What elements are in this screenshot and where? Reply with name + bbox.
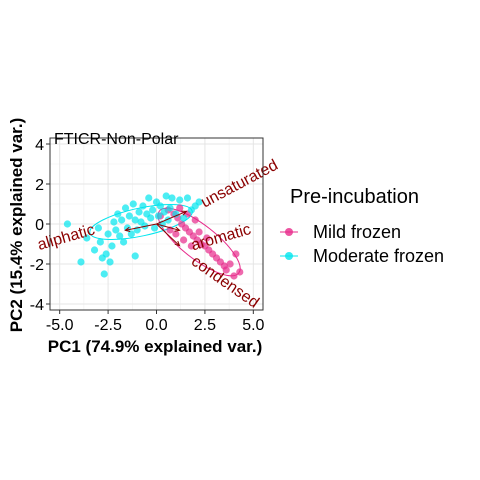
y-axis-title: PC2 (15.4% explained var.)	[7, 118, 26, 333]
x-axis-title: PC1 (74.9% explained var.)	[48, 337, 263, 356]
data-point-mild-frozen	[180, 236, 188, 244]
y-tick-label: -4	[30, 297, 44, 314]
legend-items: Mild frozen Moderate frozen	[280, 222, 444, 266]
x-tick-label: 5.0	[242, 317, 264, 334]
data-point-moderate-frozen	[63, 220, 72, 228]
data-point-mild-frozen	[195, 228, 203, 236]
data-point-mild-frozen	[230, 272, 238, 280]
data-point-moderate-frozen	[160, 208, 168, 216]
data-point-moderate-frozen	[162, 192, 170, 200]
data-point-moderate-frozen	[90, 246, 99, 254]
data-point-moderate-frozen	[156, 202, 164, 210]
data-point-moderate-frozen	[129, 200, 137, 208]
data-point-mild-frozen	[226, 260, 234, 268]
plot-title: FTICR-Non-Polar	[54, 131, 179, 148]
data-point-mild-frozen	[172, 230, 180, 238]
data-point-mild-frozen	[236, 268, 244, 276]
data-point-moderate-frozen	[139, 202, 147, 210]
y-axis-ticks: -4 -2 0 2 4	[30, 137, 50, 314]
loading-arrow	[156, 223, 180, 247]
data-point-moderate-frozen	[104, 230, 112, 238]
data-point-moderate-frozen	[135, 208, 143, 216]
loading-arrowhead	[124, 226, 131, 233]
data-point-moderate-frozen	[145, 194, 153, 202]
data-point-moderate-frozen	[83, 234, 91, 242]
data-point-moderate-frozen	[176, 196, 184, 204]
data-point-moderate-frozen	[168, 194, 176, 202]
data-point-moderate-frozen	[96, 238, 104, 246]
y-tick-label: 0	[35, 217, 44, 234]
data-point-mild-frozen	[222, 266, 230, 274]
x-tick-label: -2.5	[94, 317, 122, 334]
y-tick-label: -2	[30, 257, 44, 274]
data-point-moderate-frozen	[131, 216, 139, 224]
data-point-moderate-frozen	[127, 230, 135, 238]
legend-title: Pre-incubation	[290, 186, 419, 208]
data-point-moderate-frozen	[166, 204, 174, 212]
loading-arrowhead	[174, 240, 181, 247]
legend-key-point	[285, 252, 293, 260]
data-point-moderate-frozen	[94, 224, 103, 232]
data-point-moderate-frozen	[100, 270, 108, 278]
y-tick-label: 2	[35, 177, 44, 194]
data-point-moderate-frozen	[195, 198, 203, 206]
data-point-moderate-frozen	[180, 214, 188, 222]
data-point-moderate-frozen	[108, 242, 116, 250]
loading-arrowhead	[174, 226, 181, 232]
data-point-moderate-frozen	[131, 252, 139, 260]
data-point-moderate-frozen	[119, 238, 128, 246]
loading-arrow	[156, 223, 180, 231]
data-point-moderate-frozen	[147, 214, 155, 222]
legend: Pre-incubation Mild frozen Moderate froze…	[280, 186, 444, 266]
data-point-moderate-frozen	[150, 224, 159, 232]
x-tick-label: -5.0	[46, 317, 74, 334]
data-point-moderate-frozen	[183, 194, 192, 202]
data-point-mild-frozen	[176, 204, 184, 212]
data-point-moderate-frozen	[102, 250, 110, 258]
legend-label: Moderate frozen	[313, 246, 444, 266]
x-axis-ticks: -5.0 -2.5 0.0 2.5 5.0	[46, 310, 265, 334]
data-point-moderate-frozen	[121, 204, 130, 212]
loading-arrowhead	[181, 210, 188, 216]
data-point-moderate-frozen	[125, 212, 133, 220]
x-tick-label: 0.0	[145, 317, 167, 334]
data-point-mild-frozen	[187, 242, 195, 250]
data-point-moderate-frozen	[114, 210, 122, 218]
data-point-moderate-frozen	[154, 212, 163, 220]
y-tick-label: 4	[35, 137, 44, 154]
data-point-mild-frozen	[191, 216, 199, 224]
data-point-moderate-frozen	[172, 210, 180, 218]
loading-arrow	[156, 210, 187, 225]
data-point-moderate-frozen	[118, 216, 126, 224]
data-point-moderate-frozen	[106, 258, 114, 266]
data-point-moderate-frozen	[77, 258, 85, 266]
x-tick-label: 2.5	[194, 317, 216, 334]
data-point-moderate-frozen	[116, 232, 124, 240]
loading-arrow	[125, 223, 157, 231]
data-point-moderate-frozen	[110, 218, 118, 226]
data-point-moderate-frozen	[112, 226, 120, 234]
data-point-mild-frozen	[203, 234, 211, 242]
data-point-mild-frozen	[232, 250, 240, 258]
legend-key-point	[285, 228, 293, 236]
legend-label: Mild frozen	[313, 222, 401, 242]
data-point-moderate-frozen	[149, 206, 157, 214]
